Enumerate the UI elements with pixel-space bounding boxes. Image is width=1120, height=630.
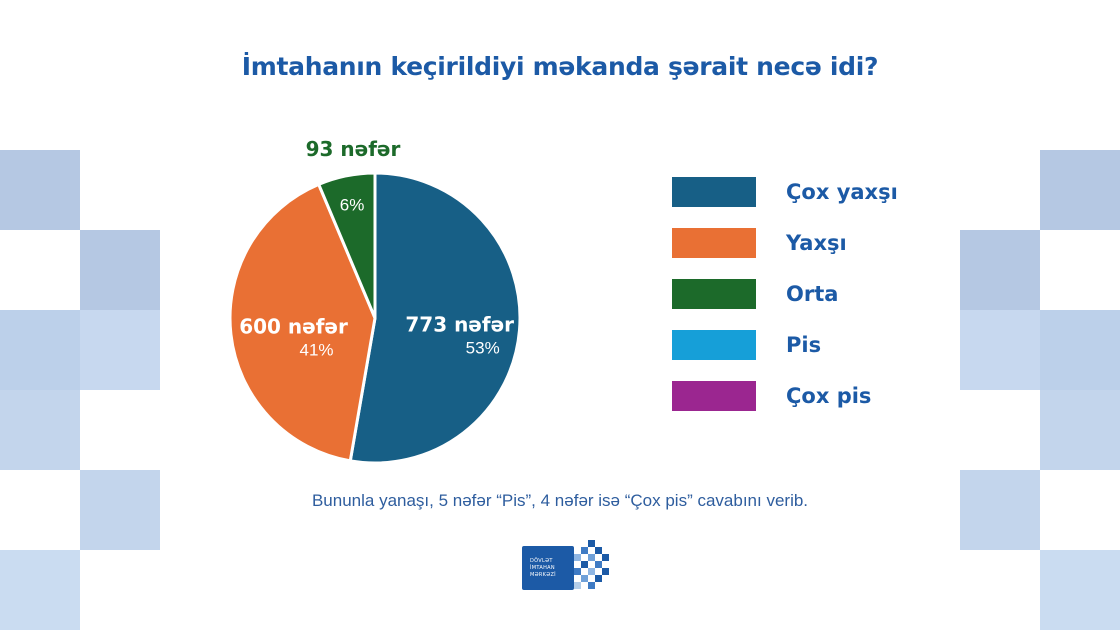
- pie-slice-orta: [317, 171, 377, 320]
- logo-box: DÖVLƏT İMTAHAN MƏRKƏZİ: [522, 546, 574, 590]
- logo-line: MƏRKƏZİ: [530, 572, 556, 578]
- legend-label: Çox pis: [786, 383, 872, 408]
- legend-item-cox-yaxsi: Çox yaxşı: [672, 166, 972, 217]
- slice-count-label: 773 nəfər: [405, 312, 514, 336]
- slice-count-label: 93 nəfər: [306, 137, 401, 161]
- pie-slice-yaxsi: [228, 182, 377, 463]
- organization-logo: DÖVLƏT İMTAHAN MƏRKƏZİ: [520, 540, 615, 600]
- legend-swatch: [672, 380, 756, 411]
- legend-swatch: [672, 227, 756, 258]
- chart-legend: Çox yaxşı Yaxşı Orta Pis Çox pis: [672, 166, 972, 421]
- legend-swatch: [672, 278, 756, 309]
- slice-percent-label: 6%: [340, 195, 365, 214]
- logo-text: DÖVLƏT İMTAHAN MƏRKƏZİ: [530, 558, 556, 579]
- legend-label: Yaxşı: [786, 230, 847, 255]
- pie-slice-cox-yaxsi: [348, 171, 522, 465]
- legend-label: Çox yaxşı: [786, 179, 898, 204]
- logo-line: İMTAHAN: [530, 565, 555, 571]
- slice-percent-label: 53%: [466, 338, 500, 357]
- legend-item-cox-pis: Çox pis: [672, 370, 972, 421]
- slice-count-label: 600 nəfər: [239, 314, 348, 338]
- logo-line: DÖVLƏT: [530, 558, 553, 564]
- legend-swatch: [672, 329, 756, 360]
- footnote: Bununla yanaşı, 5 nəfər “Pis”, 4 nəfər i…: [311, 491, 809, 510]
- legend-item-yaxsi: Yaxşı: [672, 217, 972, 268]
- pie-chart: 773 nəfər 53% 600 nəfər 41% 93 nəfər 6%: [228, 137, 522, 465]
- page-title: İmtahanın keçirildiyi məkanda şərait nec…: [241, 52, 879, 81]
- legend-item-pis: Pis: [672, 319, 972, 370]
- legend-item-orta: Orta: [672, 268, 972, 319]
- legend-label: Pis: [786, 332, 822, 357]
- legend-swatch: [672, 176, 756, 207]
- slice-percent-label: 41%: [299, 340, 333, 359]
- legend-label: Orta: [786, 281, 839, 306]
- logo-pixel-icon: [574, 540, 609, 589]
